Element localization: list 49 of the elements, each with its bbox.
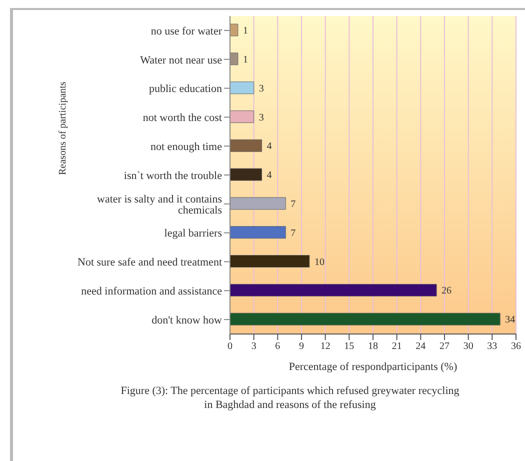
bar — [230, 110, 254, 123]
x-tick-label: 36 — [511, 341, 521, 352]
bar — [230, 197, 286, 210]
bar — [230, 82, 254, 94]
y-tick-label: not enough time — [150, 140, 222, 153]
x-tick-label: 33 — [487, 341, 498, 352]
bar — [230, 24, 238, 36]
y-tick-label: Not sure safe and need treatment — [78, 256, 222, 269]
y-tick-label: public education — [148, 83, 222, 96]
data-label: 10 — [314, 256, 324, 268]
bar — [230, 255, 310, 268]
bar — [230, 139, 262, 152]
bar — [230, 52, 238, 66]
y-tick-label: not worth the cost — [142, 112, 222, 124]
x-tick-label: 6 — [275, 341, 280, 352]
y-axis-title: Reasons of participants — [58, 82, 69, 175]
data-label: 7 — [290, 199, 296, 210]
y-tick-label: no use for water — [150, 25, 222, 38]
data-label: 1 — [242, 26, 248, 37]
x-tick-label: 24 — [416, 341, 426, 352]
y-tick-label: don't know how — [152, 314, 222, 326]
data-label: 3 — [258, 83, 264, 94]
y-tick-label: water is salty and it contains chemicals — [97, 193, 222, 216]
data-label: 4 — [266, 141, 272, 152]
y-tick-label: isn`t worth the trouble — [124, 170, 222, 182]
data-label: 7 — [290, 228, 296, 239]
bar — [230, 226, 286, 239]
x-tick-label: 21 — [392, 341, 402, 352]
text: Figure (3): The percentage of participants which refused greywater recycling in Baghdad and reasons of the refusing — [120, 384, 460, 412]
x-tick-label: 12 — [320, 341, 330, 352]
x-tick-label: 9 — [299, 341, 304, 352]
y-tick-label: legal barriers — [164, 228, 222, 240]
x-tick-label: 18 — [368, 341, 378, 352]
x-axis-title: Percentage of respondparticipants (%) — [288, 361, 458, 373]
x-tick-label: 3 — [251, 341, 256, 352]
x-tick-label: 30 — [463, 341, 474, 352]
data-label: 4 — [266, 170, 272, 182]
data-label: 34 — [505, 314, 516, 326]
x-tick-label: 15 — [344, 341, 354, 352]
data-label: 3 — [258, 112, 264, 124]
y-tick-label: need information and assistance — [81, 286, 222, 298]
data-label: 26 — [442, 286, 452, 297]
x-tick-label: 0 — [228, 341, 232, 352]
x-tick-label: 27 — [440, 341, 450, 352]
bar — [230, 284, 437, 296]
bar — [230, 312, 500, 326]
data-label: 1 — [242, 54, 248, 66]
bar — [230, 168, 262, 181]
y-tick-label: Water not near use — [140, 54, 222, 66]
